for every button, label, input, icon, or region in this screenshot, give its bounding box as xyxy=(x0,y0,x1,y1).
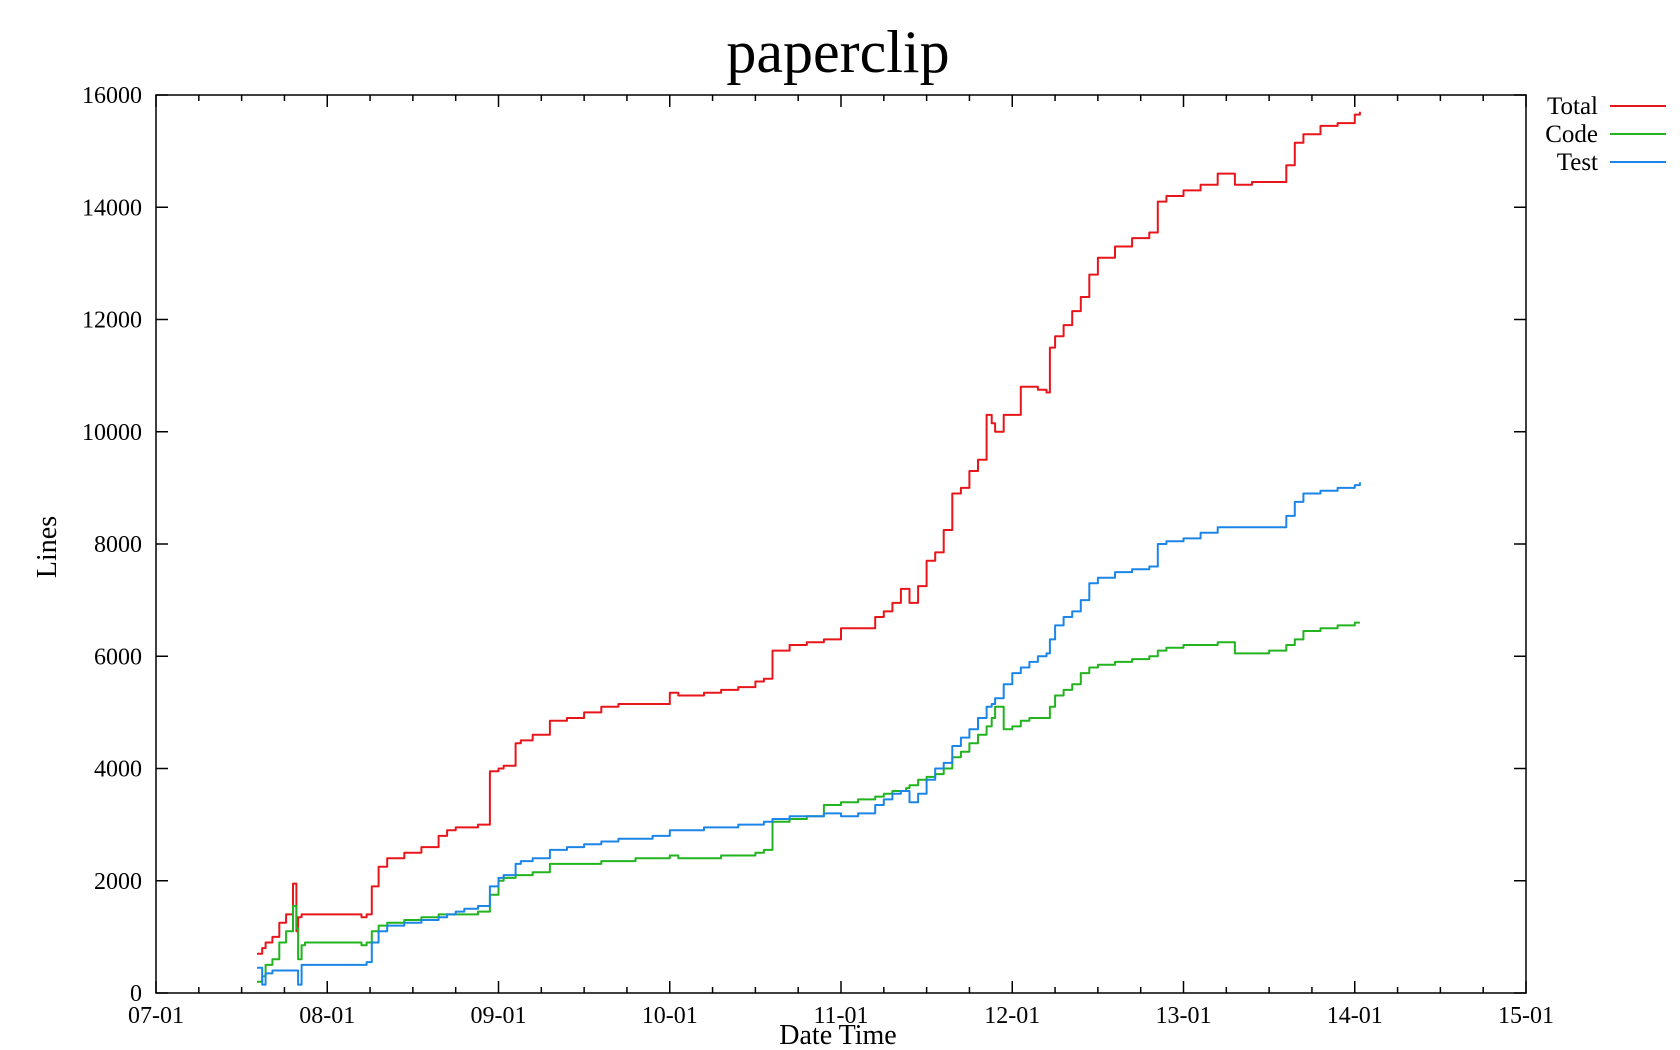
y-axis-label: Lines xyxy=(32,516,63,578)
series-line-test xyxy=(257,482,1361,986)
x-tick-label: 08-01 xyxy=(299,1003,355,1029)
legend-label-total: Total xyxy=(1547,93,1598,120)
y-tick-label: 0 xyxy=(130,981,142,1007)
x-tick-label: 14-01 xyxy=(1327,1003,1383,1029)
x-tick-label: 09-01 xyxy=(471,1003,527,1029)
x-tick-label: 10-01 xyxy=(642,1003,698,1029)
x-tick-label: 15-01 xyxy=(1498,1003,1554,1029)
axis-ticks: 0 2000 4000 6000 8000 10000 12000 14000 16000 07-… xyxy=(82,83,1554,1029)
legend-label-test: Test xyxy=(1557,149,1598,176)
x-tick-label: 13-01 xyxy=(1156,1003,1212,1029)
y-tick-label: 4000 xyxy=(94,757,142,783)
y-tick-label: 16000 xyxy=(82,83,142,109)
series-line-code xyxy=(257,621,1360,983)
x-tick-label: 11-01 xyxy=(813,1003,868,1029)
y-tick-label: 6000 xyxy=(94,644,142,670)
x-axis-label: Date Time xyxy=(779,1020,896,1050)
x-tick-label: 12-01 xyxy=(984,1003,1040,1029)
y-tick-label: 10000 xyxy=(82,420,142,446)
y-tick-label: 12000 xyxy=(82,308,142,334)
chart-title: paperclip xyxy=(726,19,949,85)
y-tick-label: 2000 xyxy=(94,869,142,895)
series-line-total xyxy=(257,111,1361,955)
plot-frame xyxy=(155,94,1527,994)
y-tick-label: 8000 xyxy=(94,532,142,558)
series-layer xyxy=(257,111,1361,986)
legend-label-code: Code xyxy=(1545,121,1598,148)
x-tick-label: 07-01 xyxy=(128,1003,184,1029)
y-tick-label: 14000 xyxy=(82,195,142,221)
